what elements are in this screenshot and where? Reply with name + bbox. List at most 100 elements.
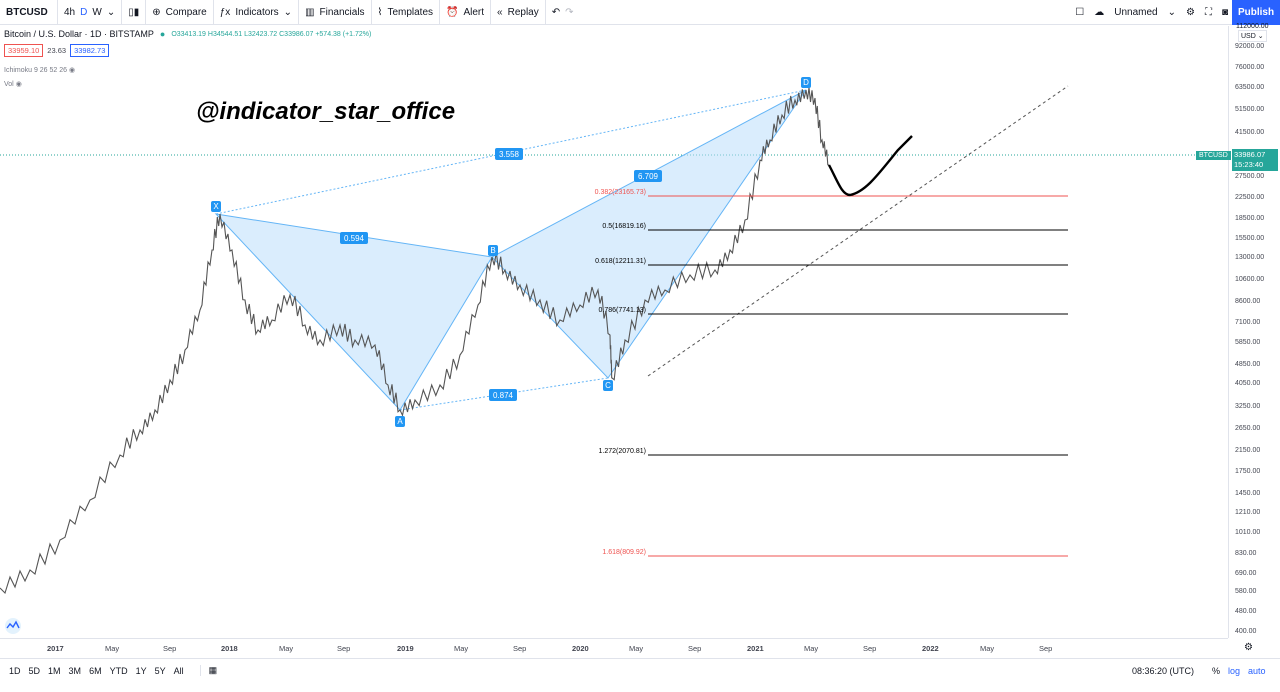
range-6m[interactable]: 6M <box>89 665 102 676</box>
chevron-down-icon[interactable]: ⌄ <box>1167 7 1176 18</box>
timeframe-d[interactable]: D <box>80 6 88 18</box>
financials-button[interactable]: ▥ Financials <box>299 0 372 24</box>
price-tick-label: 4050.00 <box>1235 380 1261 387</box>
trend-line[interactable] <box>647 85 1069 377</box>
ratio-label-3: 6.709 <box>638 172 659 181</box>
price-tick-label: 1450.00 <box>1235 490 1261 497</box>
symbol-title[interactable]: Bitcoin / U.S. Dollar · 1D · BITSTAMP <box>4 29 154 39</box>
currency-selector[interactable]: USD ⌄ <box>1238 30 1267 42</box>
range-1d[interactable]: 1D <box>9 665 21 676</box>
chevron-down-icon[interactable]: ⌄ <box>106 6 116 18</box>
price-tick-label: 41500.00 <box>1235 129 1265 136</box>
top-toolbar: BTCUSD 4h D W ⌄ ▯▮ ⊕ Compare ƒx Indicators… <box>0 0 1280 25</box>
eye-icon[interactable]: ◉ <box>69 67 76 74</box>
time-tick-label: Sep <box>863 644 877 653</box>
price-tick-label: 76000.00 <box>1235 64 1265 71</box>
price-tick-label: 7100.00 <box>1235 319 1261 326</box>
price-tick-label: 8600.00 <box>1235 298 1261 305</box>
price-tick-label: 51500.00 <box>1235 106 1265 113</box>
price-tick-label: 63500.00 <box>1235 84 1265 91</box>
price-axis[interactable]: 92000.00 76000.00 63500.00 51500.00 41500.00… <box>1228 26 1280 638</box>
pattern-point-d[interactable] <box>801 77 811 88</box>
range-1m[interactable]: 1M <box>48 665 61 676</box>
timeframe-4h[interactable]: 4h <box>64 6 76 18</box>
right-toolbar: ☐ ☁ Unnamed ⌄ ⚙ ⛶ ◙ <box>1075 0 1228 25</box>
compare-button[interactable]: ⊕ Compare <box>146 0 214 24</box>
symbol-price-badge: BTCUSD <box>1196 151 1231 160</box>
calendar-icon[interactable]: ▦ <box>199 665 217 676</box>
time-tick-label: May <box>629 644 644 653</box>
indicators-button[interactable]: ƒx Indicators ⌄ <box>214 0 300 24</box>
indicators-label: Indicators <box>235 6 279 18</box>
pattern-point-x[interactable] <box>211 201 221 212</box>
gear-icon[interactable]: ⚙ <box>1185 7 1195 18</box>
fib-levels: 0.382(23165.73) 0.5(16819.16) 0.618(1221… <box>595 189 1068 557</box>
log-toggle[interactable]: log <box>1228 665 1241 676</box>
price-tick-label: 3250.00 <box>1235 403 1261 410</box>
trade-buttons: 33959.10 23.63 33982.73 <box>4 44 110 57</box>
undo-icon[interactable]: ↶ <box>551 6 561 18</box>
range-ytd[interactable]: YTD <box>109 665 128 676</box>
price-tick-label: 580.00 <box>1235 588 1257 595</box>
time-tick-label: Sep <box>513 644 527 653</box>
range-all[interactable]: All <box>173 665 184 676</box>
range-5d[interactable]: 5D <box>28 665 41 676</box>
price-tick-label: 1010.00 <box>1235 529 1261 536</box>
camera-icon[interactable]: ◙ <box>1221 7 1228 18</box>
bottom-bar: 1D 5D 1M 3M 6M YTD 1Y 5Y All ▦ 08:36:20 … <box>0 658 1280 682</box>
time-tick-label: May <box>279 644 294 653</box>
alert-button[interactable]: ⏰ Alert <box>440 0 492 24</box>
pattern-point-c[interactable] <box>603 380 613 391</box>
ratio-badge-1 <box>495 148 523 160</box>
templates-icon: ⌇ <box>377 6 383 18</box>
watermark-text: @indicator_star_office <box>196 98 456 125</box>
ohlc-values: O33413.19 H34544.51 L32423.72 C33986.07 … <box>171 30 372 38</box>
spread-value: 23.63 <box>47 46 67 55</box>
ichimoku-legend[interactable]: Ichimoku 9 26 52 26 ◉ <box>4 66 75 74</box>
symbol-search[interactable]: BTCUSD <box>0 0 58 24</box>
price-tick-label: 1210.00 <box>1235 509 1261 516</box>
projection-curve[interactable] <box>827 135 913 197</box>
range-5y[interactable]: 5Y <box>154 665 166 676</box>
buy-button[interactable]: 33982.73 <box>70 44 110 57</box>
percent-toggle[interactable]: % <box>1212 665 1221 676</box>
cloud-icon: ☁ <box>1094 7 1105 18</box>
price-tick-label: 4850.00 <box>1235 361 1261 368</box>
fullscreen-icon[interactable]: ⛶ <box>1204 7 1212 18</box>
ratio-badge-3 <box>634 170 662 182</box>
clock-time[interactable]: 08:36:20 (UTC) <box>1132 665 1195 676</box>
range-3m[interactable]: 3M <box>68 665 82 676</box>
function-icon: ƒx <box>219 6 231 18</box>
pattern-triangle-bcd[interactable] <box>491 89 807 379</box>
plus-circle-icon: ⊕ <box>152 6 161 18</box>
pattern-point-label: X <box>213 202 219 211</box>
timeframe-group: 4h D W ⌄ <box>58 0 123 24</box>
range-1y[interactable]: 1Y <box>135 665 147 676</box>
sell-button[interactable]: 33959.10 <box>4 44 44 57</box>
checkbox-icon[interactable]: ☐ <box>1075 7 1085 18</box>
eye-icon[interactable]: ◉ <box>15 81 22 88</box>
price-tick-label: 1750.00 <box>1235 468 1261 475</box>
time-tick-label: 2019 <box>397 644 414 653</box>
replay-button[interactable]: « Replay <box>491 0 546 24</box>
auto-toggle[interactable]: auto <box>1248 665 1266 676</box>
last-price-badge: 33986.07 15:23:40 <box>1232 149 1278 171</box>
gear-icon[interactable]: ⚙ <box>1244 642 1253 653</box>
price-chart[interactable]: 0.382(23165.73) 0.5(16819.16) 0.618(1221… <box>0 26 1228 638</box>
pattern-point-label: C <box>605 381 611 390</box>
publish-button[interactable]: Publish <box>1232 0 1280 25</box>
pattern-point-label: D <box>803 78 809 87</box>
price-tick-label: 13000.00 <box>1235 254 1265 261</box>
redo-icon[interactable]: ↷ <box>565 6 574 18</box>
time-tick-label: Sep <box>1039 644 1053 653</box>
chart-type-button[interactable]: ▯▮ <box>122 0 147 24</box>
timeframe-w[interactable]: W <box>92 6 102 18</box>
pattern-point-b[interactable] <box>488 245 498 256</box>
price-tick-label: 15500.00 <box>1235 235 1265 242</box>
time-axis[interactable]: 2017 May Sep 2018 May Sep 2019 May Sep 2020 May Sep… <box>0 638 1228 658</box>
templates-button[interactable]: ⌇ Templates <box>372 0 441 24</box>
layout-name[interactable]: Unnamed <box>1114 7 1158 18</box>
pattern-point-a[interactable] <box>395 416 405 427</box>
volume-legend[interactable]: Vol ◉ <box>4 80 22 88</box>
volume-label: Vol <box>4 81 14 88</box>
